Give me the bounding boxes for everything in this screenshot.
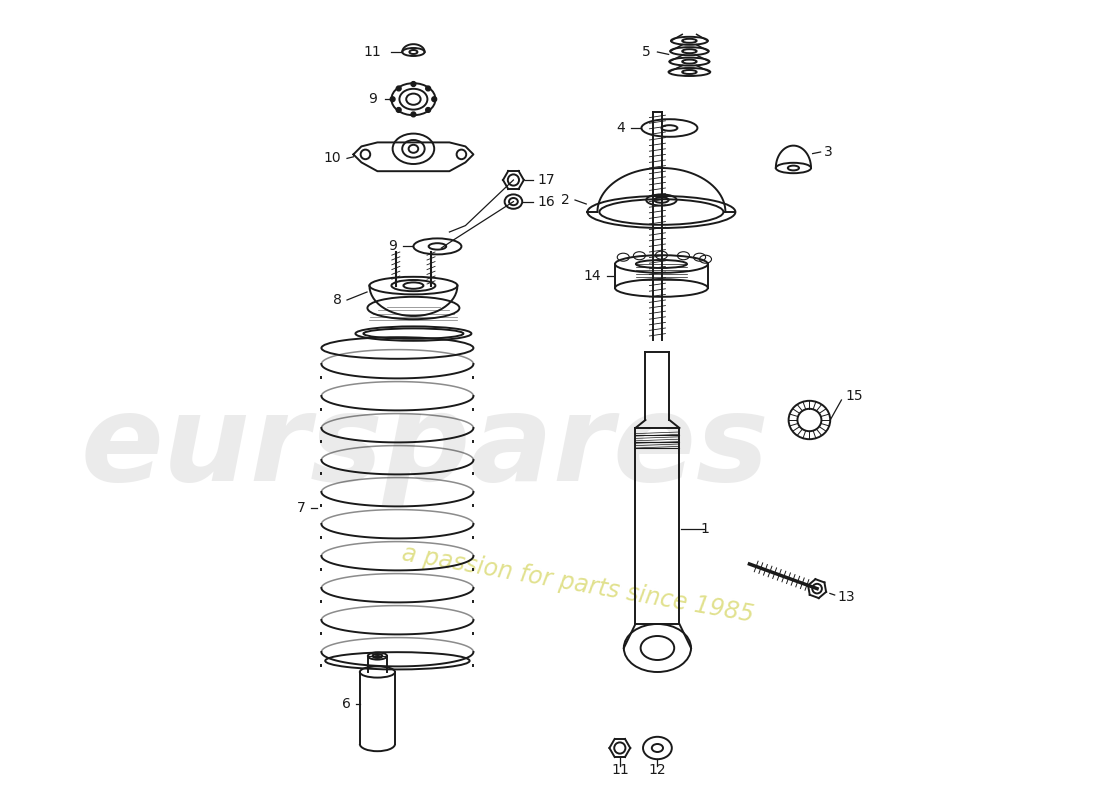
Circle shape [432, 97, 437, 102]
Text: 1: 1 [701, 522, 710, 536]
Text: 11: 11 [610, 763, 629, 778]
Text: a passion for parts since 1985: a passion for parts since 1985 [399, 541, 756, 627]
Text: 14: 14 [584, 269, 602, 283]
Text: 12: 12 [649, 763, 667, 778]
Text: 15: 15 [846, 389, 864, 403]
Text: 7: 7 [297, 501, 306, 515]
Circle shape [411, 112, 416, 117]
Text: 11: 11 [364, 45, 382, 59]
Text: 6: 6 [342, 697, 351, 711]
Text: 9: 9 [368, 92, 377, 106]
Text: 10: 10 [323, 151, 341, 166]
Text: 5: 5 [642, 45, 651, 59]
Text: 3: 3 [824, 145, 833, 159]
Circle shape [426, 86, 430, 91]
Text: 4: 4 [617, 121, 626, 135]
Text: 16: 16 [538, 194, 556, 209]
Text: 13: 13 [837, 590, 855, 604]
Text: 2: 2 [561, 193, 570, 207]
Text: 17: 17 [538, 173, 556, 187]
Text: 9: 9 [388, 239, 397, 254]
Circle shape [390, 97, 395, 102]
Circle shape [411, 82, 416, 86]
Circle shape [396, 86, 402, 91]
Circle shape [396, 107, 402, 112]
Text: 8: 8 [332, 293, 341, 307]
Text: eurspares: eurspares [81, 390, 770, 506]
Circle shape [426, 107, 430, 112]
